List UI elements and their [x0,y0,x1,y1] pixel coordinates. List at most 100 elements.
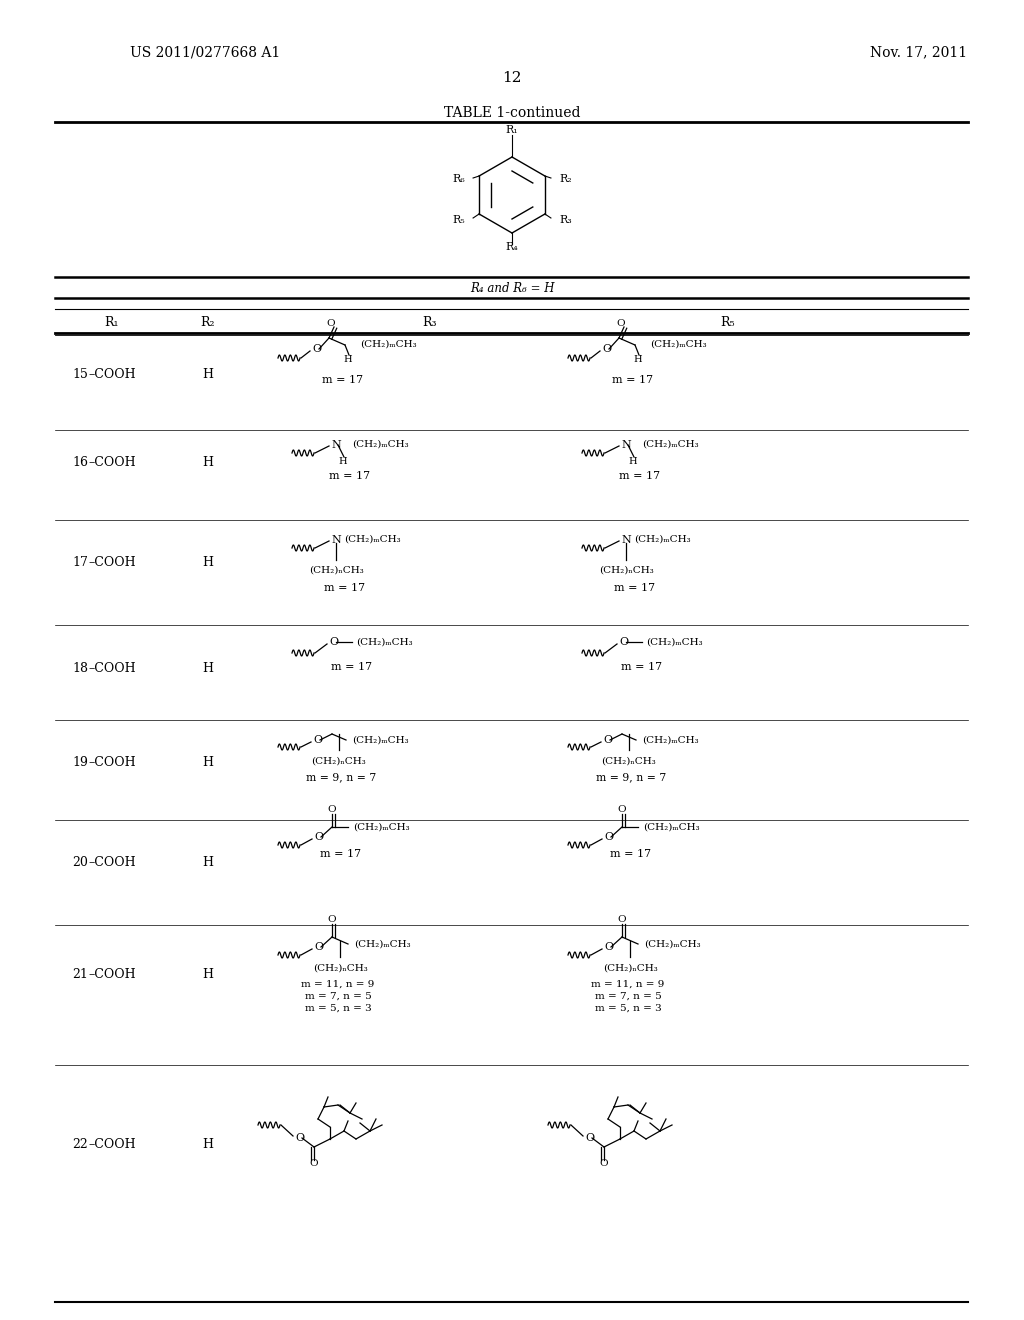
Text: m = 7, n = 5: m = 7, n = 5 [304,991,372,1001]
Text: (CH₂)ₘCH₃: (CH₂)ₘCH₃ [360,339,417,348]
Text: 21: 21 [72,969,88,982]
Text: –COOH: –COOH [88,969,136,982]
Text: H: H [203,755,213,768]
Text: (CH₂)ₘCH₃: (CH₂)ₘCH₃ [642,735,698,744]
Text: H: H [203,368,213,381]
Text: (CH₂)ₘCH₃: (CH₂)ₘCH₃ [352,735,409,744]
Text: O: O [618,638,628,647]
Text: (CH₂)ₙCH₃: (CH₂)ₙCH₃ [602,756,656,766]
Text: H: H [203,855,213,869]
Text: H: H [344,355,352,363]
Text: m = 5, n = 3: m = 5, n = 3 [304,1003,372,1012]
Text: m = 11, n = 9: m = 11, n = 9 [591,979,665,989]
Text: –COOH: –COOH [88,457,136,470]
Text: –COOH: –COOH [88,755,136,768]
Text: N: N [331,535,341,545]
Text: O: O [604,942,613,952]
Text: (CH₂)ₘCH₃: (CH₂)ₘCH₃ [644,940,700,949]
Text: N: N [621,535,631,545]
Text: m = 17: m = 17 [330,471,371,480]
Text: R₁: R₁ [506,125,518,135]
Text: Nov. 17, 2011: Nov. 17, 2011 [870,45,967,59]
Text: 18: 18 [72,661,88,675]
Text: O: O [314,832,324,842]
Text: (CH₂)ₙCH₃: (CH₂)ₙCH₃ [311,756,367,766]
Text: O: O [295,1133,304,1143]
Text: H: H [203,557,213,569]
Text: O: O [603,735,612,744]
Text: O: O [617,916,627,924]
Text: (CH₂)ₘCH₃: (CH₂)ₘCH₃ [353,822,410,832]
Text: m = 17: m = 17 [332,663,373,672]
Text: m = 17: m = 17 [620,471,660,480]
Text: (CH₂)ₘCH₃: (CH₂)ₘCH₃ [354,940,411,949]
Text: H: H [203,1138,213,1151]
Text: –COOH: –COOH [88,1138,136,1151]
Text: N: N [621,440,631,450]
Text: O: O [600,1159,608,1168]
Text: (CH₂)ₘCH₃: (CH₂)ₘCH₃ [646,638,702,647]
Text: O: O [585,1133,594,1143]
Text: O: O [616,318,626,327]
Text: O: O [328,805,336,814]
Text: m = 17: m = 17 [622,663,663,672]
Text: O: O [617,805,627,814]
Text: R₃: R₃ [423,315,437,329]
Text: m = 17: m = 17 [325,583,366,593]
Text: O: O [312,345,322,354]
Text: 20: 20 [72,855,88,869]
Text: R₄ and R₆ = H: R₄ and R₆ = H [470,281,554,294]
Text: O: O [604,832,613,842]
Text: R₅: R₅ [721,315,735,329]
Text: m = 17: m = 17 [321,849,361,859]
Text: US 2011/0277668 A1: US 2011/0277668 A1 [130,45,281,59]
Text: m = 17: m = 17 [614,583,655,593]
Text: (CH₂)ₘCH₃: (CH₂)ₘCH₃ [634,535,690,544]
Text: O: O [602,345,611,354]
Text: m = 17: m = 17 [612,375,653,385]
Text: (CH₂)ₘCH₃: (CH₂)ₘCH₃ [352,440,409,449]
Text: H: H [203,457,213,470]
Text: m = 9, n = 7: m = 9, n = 7 [596,772,667,781]
Text: 17: 17 [72,557,88,569]
Text: R₄: R₄ [506,242,518,252]
Text: –COOH: –COOH [88,368,136,381]
Text: O: O [314,942,324,952]
Text: N: N [331,440,341,450]
Text: R₁: R₁ [104,315,119,329]
Text: m = 5, n = 3: m = 5, n = 3 [595,1003,662,1012]
Text: TABLE 1-continued: TABLE 1-continued [443,106,581,120]
Text: 16: 16 [72,457,88,470]
Text: R₃: R₃ [559,215,571,224]
Text: m = 11, n = 9: m = 11, n = 9 [301,979,375,989]
Text: m = 17: m = 17 [610,849,651,859]
Text: O: O [313,735,323,744]
Text: 19: 19 [72,755,88,768]
Text: R₅: R₅ [453,215,465,224]
Text: –COOH: –COOH [88,557,136,569]
Text: –COOH: –COOH [88,855,136,869]
Text: (CH₂)ₘCH₃: (CH₂)ₘCH₃ [642,440,698,449]
Text: 22: 22 [72,1138,88,1151]
Text: H: H [629,457,637,466]
Text: O: O [329,638,338,647]
Text: –COOH: –COOH [88,661,136,675]
Text: 12: 12 [502,71,522,84]
Text: (CH₂)ₙCH₃: (CH₂)ₙCH₃ [603,964,657,973]
Text: O: O [309,1159,318,1168]
Text: R₂: R₂ [201,315,215,329]
Text: (CH₂)ₘCH₃: (CH₂)ₘCH₃ [650,339,707,348]
Text: (CH₂)ₙCH₃: (CH₂)ₙCH₃ [312,964,368,973]
Text: m = 7, n = 5: m = 7, n = 5 [595,991,662,1001]
Text: (CH₂)ₘCH₃: (CH₂)ₘCH₃ [356,638,413,647]
Text: (CH₂)ₙCH₃: (CH₂)ₙCH₃ [599,565,653,574]
Text: R₂: R₂ [559,174,571,183]
Text: (CH₂)ₘCH₃: (CH₂)ₘCH₃ [643,822,699,832]
Text: R₆: R₆ [453,174,465,183]
Text: H: H [203,969,213,982]
Text: H: H [203,661,213,675]
Text: m = 17: m = 17 [323,375,364,385]
Text: 15: 15 [72,368,88,381]
Text: H: H [339,457,347,466]
Text: (CH₂)ₘCH₃: (CH₂)ₘCH₃ [344,535,400,544]
